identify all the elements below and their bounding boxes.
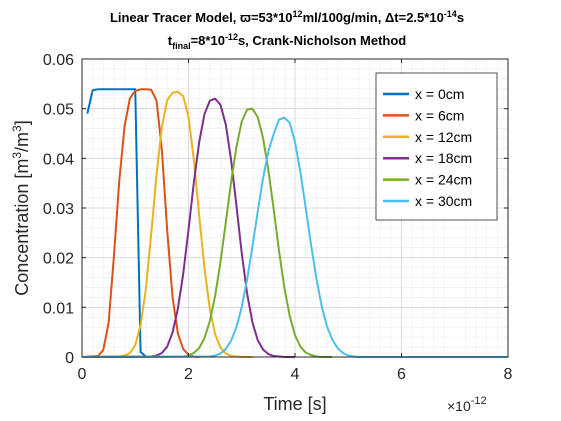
ticks (81, 58, 509, 358)
x-exponent-label: ×10-12 (447, 395, 487, 414)
legend-entry: x = 0cm (415, 86, 464, 102)
series-line-3 (81, 97, 295, 358)
y-tick-label: 0.04 (43, 151, 74, 168)
legend-entry: x = 30cm (415, 193, 472, 209)
legend-entry: x = 12cm (415, 129, 472, 145)
legend-entry: x = 18cm (415, 150, 472, 166)
chart-title-line1: Linear Tracer Model, ϖ=53*1012ml/100g/mi… (110, 9, 464, 25)
chart-title-line2: tfinal=8*10-12s, Crank-Nicholson Method (168, 32, 407, 51)
y-tick-label: 0.02 (43, 251, 74, 268)
y-tick-label: 0.06 (43, 52, 74, 69)
series-line-4 (81, 107, 333, 358)
y-tick-label: 0.03 (43, 201, 74, 218)
y-tick-label: 0.05 (43, 102, 74, 119)
x-tick-label: 4 (291, 366, 300, 383)
x-tick-label: 8 (504, 366, 513, 383)
legend: x = 0cm x = 6cm x = 12cm x = 18cm x = 24cm x … (375, 72, 498, 221)
legend-box (375, 72, 498, 221)
series-line-0 (86, 88, 147, 358)
series-line-5 (81, 116, 508, 358)
y-tick-labels: 0 0.01 0.02 0.03 0.04 0.05 0.06 (43, 52, 74, 367)
y-axis-label: Concentration [m3/m3] (10, 120, 32, 295)
x-tick-label: 6 (397, 366, 406, 383)
y-tick-label: 0.01 (43, 300, 74, 317)
series-line-1 (81, 88, 200, 358)
series-layer (81, 88, 508, 358)
y-tick-label: 0 (65, 350, 74, 367)
x-tick-label: 0 (78, 366, 87, 383)
series-line-2 (81, 90, 253, 358)
x-tick-labels: 0 2 4 6 8 (78, 366, 513, 383)
x-tick-label: 2 (184, 366, 193, 383)
x-axis-label: Time [s] (263, 394, 326, 414)
legend-entry: x = 6cm (415, 107, 464, 123)
legend-entry: x = 24cm (415, 172, 472, 188)
